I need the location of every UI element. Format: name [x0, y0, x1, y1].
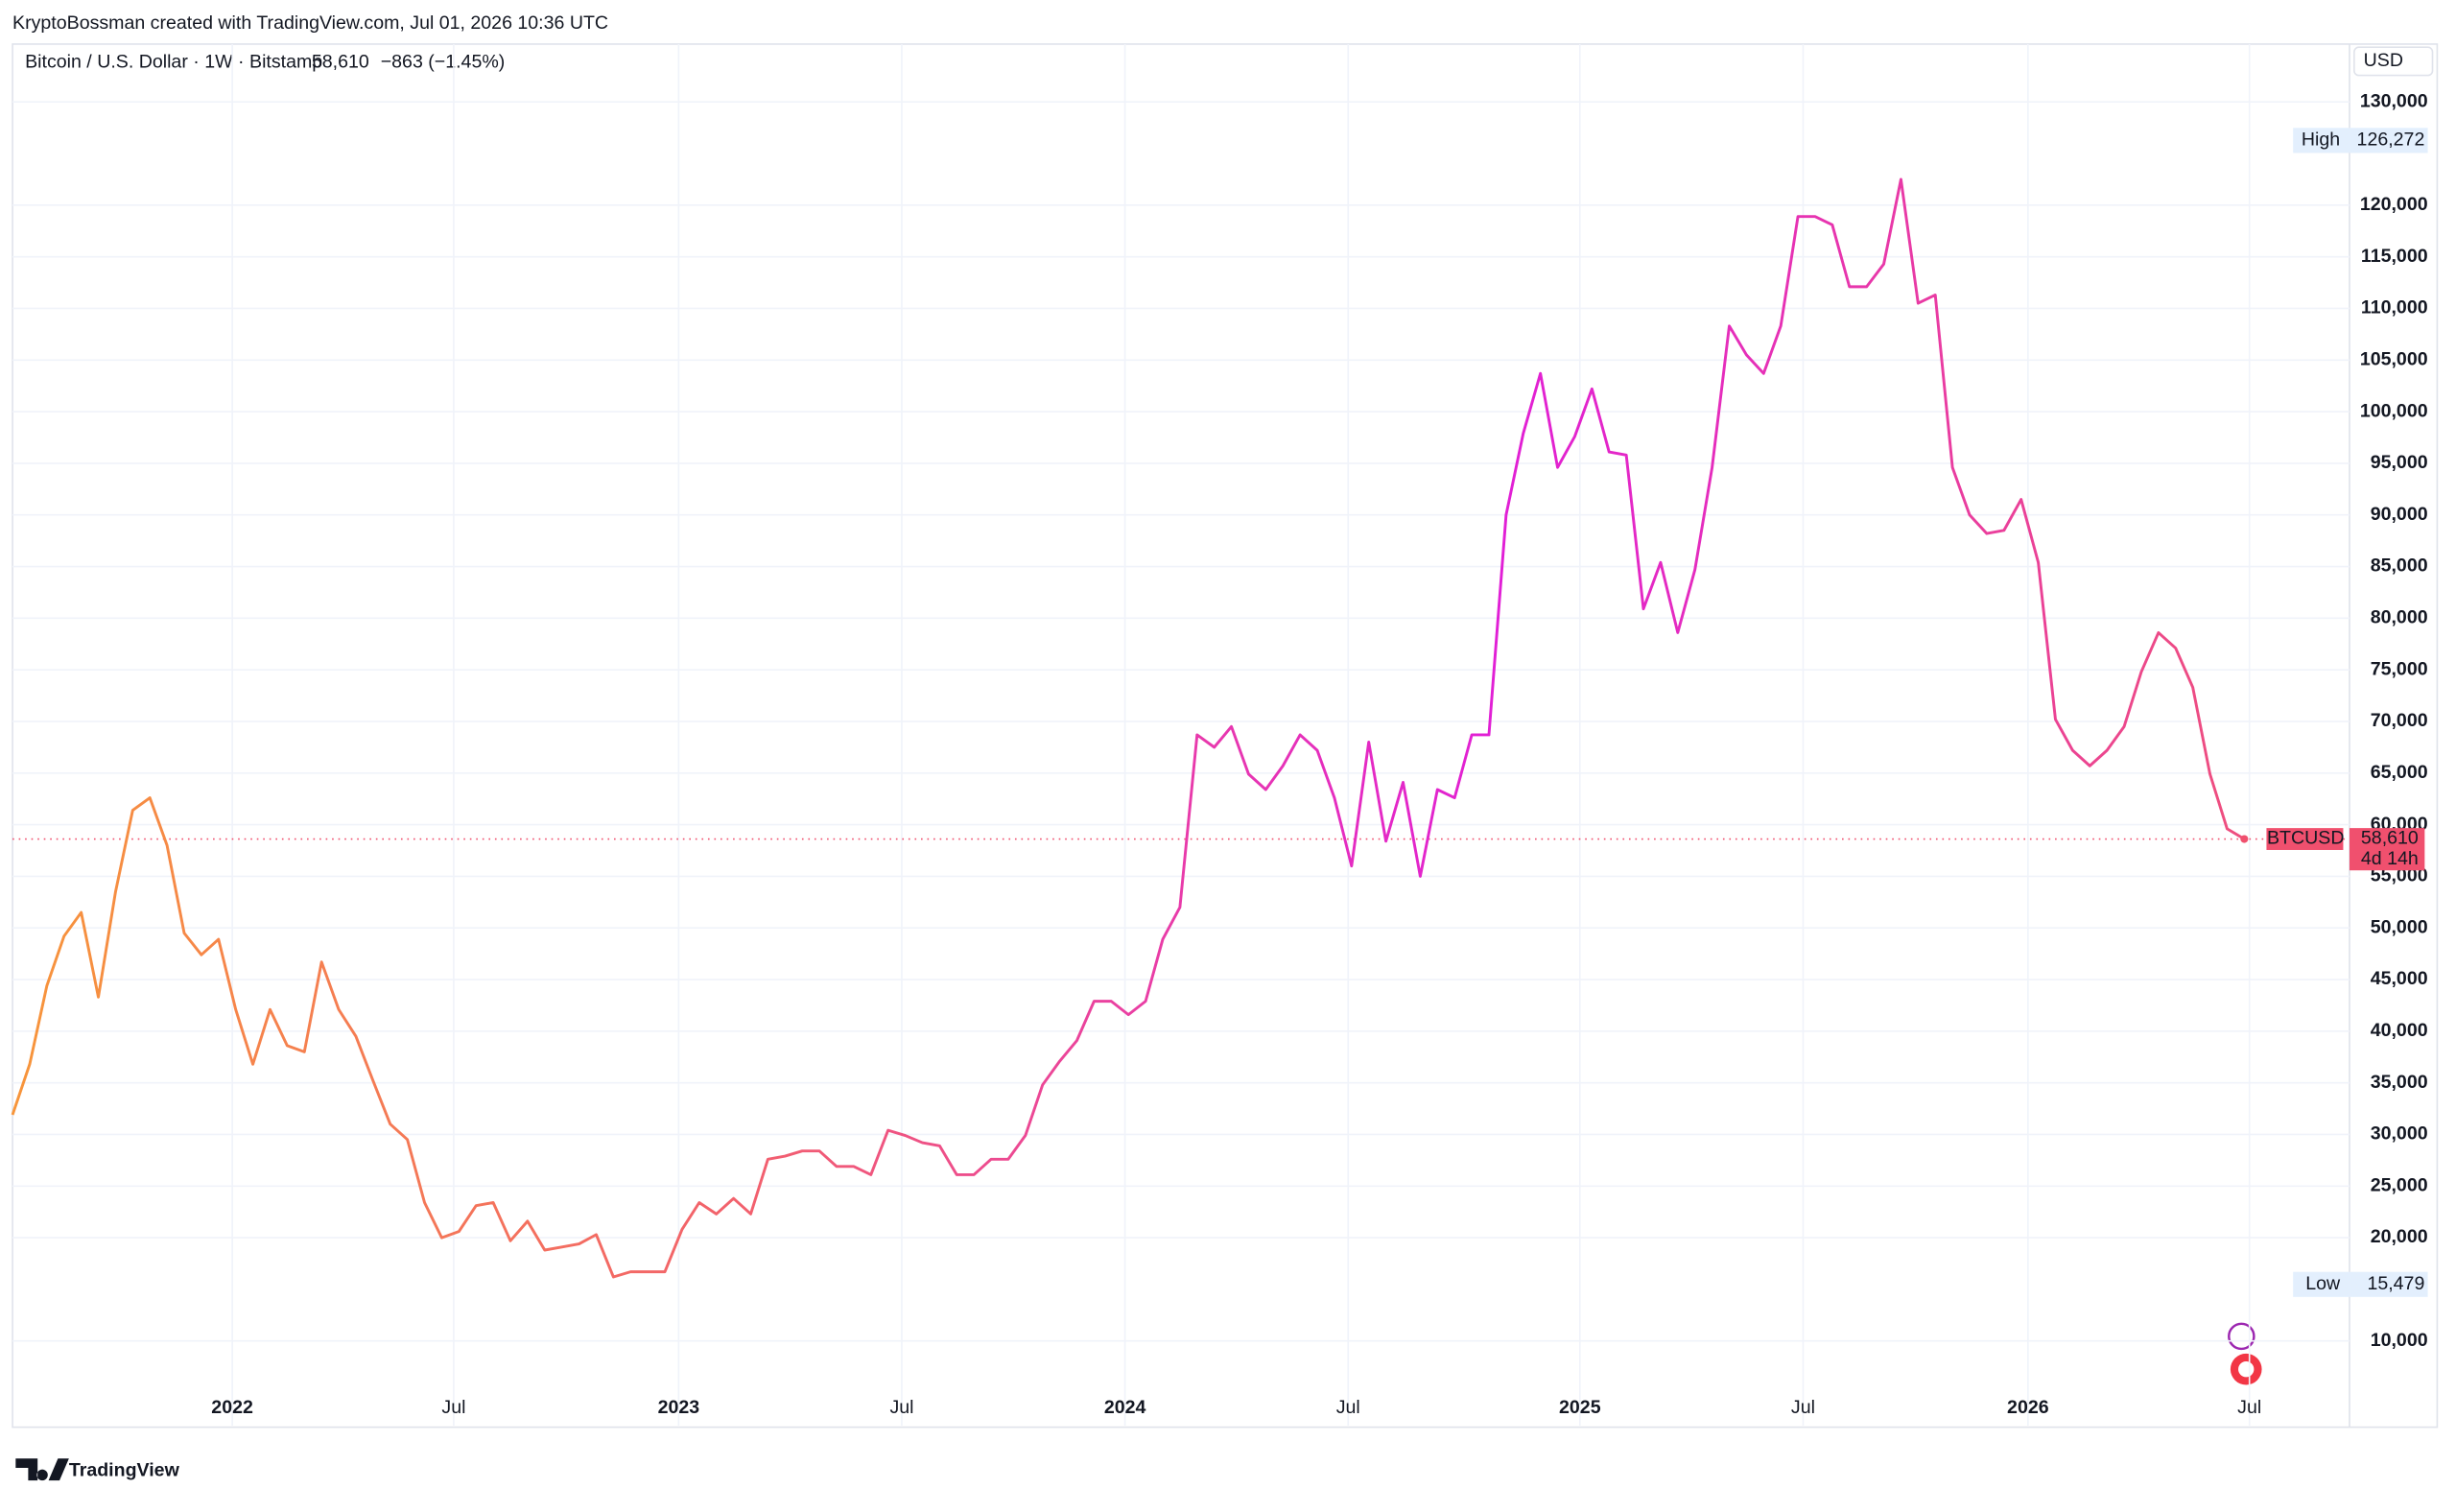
logo-mark: [15, 1458, 69, 1481]
y-tick-label: 90,000: [2371, 504, 2428, 525]
y-tick-label: 120,000: [2360, 194, 2428, 215]
price-line: [11, 177, 2246, 1279]
x-tick-label: 2024: [1104, 1397, 1146, 1418]
x-tick-label: 2026: [2007, 1397, 2049, 1418]
currency: USD: [2364, 50, 2403, 71]
y-tick-label: 75,000: [2371, 658, 2428, 679]
y-tick-label: 30,000: [2371, 1123, 2428, 1145]
x-tick-label: 2025: [1559, 1397, 1601, 1418]
y-tick-label: 20,000: [2371, 1226, 2428, 1247]
y-tick-label: 115,000: [2361, 246, 2428, 267]
y-tick-label: 85,000: [2371, 555, 2428, 577]
x-tick-label: 2022: [211, 1397, 253, 1418]
y-tick-label: 40,000: [2371, 1020, 2428, 1041]
high-name: High: [2302, 130, 2340, 151]
low-name: Low: [2305, 1273, 2341, 1294]
y-tick-label: 25,000: [2371, 1174, 2428, 1195]
y-tick-label: 105,000: [2360, 348, 2428, 369]
y-tick-label: 45,000: [2371, 968, 2428, 989]
plot-frame: [12, 43, 2439, 1429]
y-tick-label: 70,000: [2371, 710, 2428, 731]
symbol-name: BTCUSD: [2267, 828, 2345, 849]
high-value: 126,272: [2357, 130, 2425, 151]
x-tick-label: Jul: [1791, 1397, 1815, 1418]
y-tick-label: 50,000: [2371, 916, 2428, 937]
tradingview-logo: TradingView: [15, 1458, 180, 1481]
x-tick-label: Jul: [2237, 1397, 2261, 1418]
price-tag: [2349, 828, 2425, 871]
y-tick-label: 110,000: [2361, 297, 2428, 319]
currency-box: [2353, 46, 2434, 77]
logo-text: TradingView: [69, 1459, 180, 1480]
low-value: 15,479: [2367, 1273, 2424, 1294]
high-tag: [2293, 128, 2428, 154]
y-tick-label: 95,000: [2371, 452, 2428, 473]
x-tick-label: Jul: [889, 1397, 913, 1418]
symbol-title: Bitcoin / U.S. Dollar · 1W · Bitstamp: [25, 52, 322, 73]
x-tick-label: Jul: [1336, 1397, 1360, 1418]
price-tag-value: 58,610: [2361, 828, 2419, 849]
icon: [2238, 1361, 2255, 1378]
y-tick-label: 10,000: [2371, 1330, 2428, 1351]
y-tick-label: 35,000: [2371, 1072, 2428, 1093]
x-tick-label: 2023: [658, 1397, 700, 1418]
attribution: KryptoBossman created with TradingView.c…: [12, 12, 608, 34]
low-tag: [2293, 1271, 2428, 1297]
y-tick-label: 80,000: [2371, 607, 2428, 628]
y-tick-label: 130,000: [2360, 90, 2428, 111]
icon: [2228, 1322, 2255, 1351]
symbol-tag: [2266, 828, 2344, 850]
countdown: 4d 14h: [2361, 848, 2419, 869]
y-tick-label: 100,000: [2360, 400, 2428, 421]
y-tick-label: 65,000: [2371, 762, 2428, 783]
x-tick-label: Jul: [441, 1397, 465, 1418]
last-point: [2240, 835, 2249, 843]
price-change: −863 (−1.45%): [381, 52, 506, 73]
last-price: 58,610: [312, 52, 369, 73]
